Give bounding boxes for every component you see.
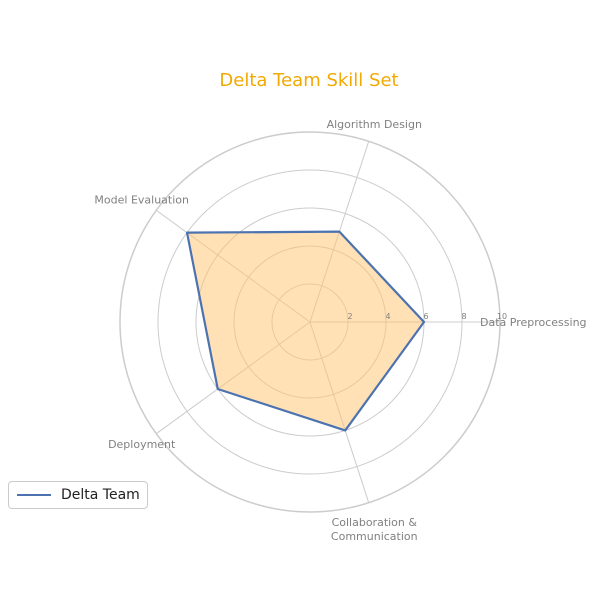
axis-label: Algorithm Design (327, 118, 422, 131)
axis-label-line: Data Preprocessing (480, 316, 587, 329)
legend-label: Delta Team (61, 487, 140, 503)
legend-line-swatch (17, 494, 51, 496)
axis-label-line: Model Evaluation (94, 194, 189, 207)
series-line (185, 230, 426, 432)
axis-label: Model Evaluation (94, 194, 189, 207)
series-fill (187, 231, 424, 431)
tick-label: 4 (385, 312, 390, 321)
axis-label: Deployment (108, 438, 176, 451)
axis-label-line: Algorithm Design (327, 118, 422, 131)
chart-title: Delta Team Skill Set (219, 70, 398, 91)
tick-label: 2 (347, 312, 352, 321)
radial-tick-labels: 2 4 6 8 10 (347, 312, 507, 321)
axis-label-line: Deployment (108, 438, 176, 451)
axis-label-line: Communication (331, 530, 418, 543)
axis-label: Data Preprocessing (480, 316, 587, 329)
axis-label: Collaboration & Communication (331, 516, 418, 543)
tick-label: 6 (423, 312, 428, 321)
radar-series (185, 230, 426, 432)
axis-label-line: Collaboration & (332, 516, 418, 529)
tick-label: 8 (461, 312, 466, 321)
tick-label: 10 (497, 312, 507, 321)
axis-labels: Data Preprocessing Algorithm Design Model … (94, 118, 586, 543)
legend: Delta Team (8, 481, 148, 509)
